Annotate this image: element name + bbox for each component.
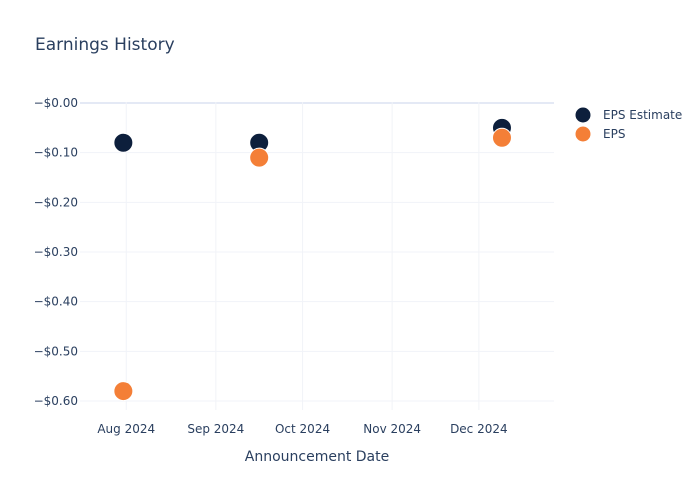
x-tick-label: Sep 2024 [187,422,244,436]
x-tick-label: Nov 2024 [363,422,421,436]
x-axis-ticks: Aug 2024 Sep 2024 Oct 2024 Nov 2024 Dec 2024 [97,422,507,436]
legend-item-eps-estimate[interactable]: EPS Estimate [574,106,682,124]
legend-label: EPS Estimate [603,108,682,122]
legend-marker [574,106,592,124]
y-tick-label: −$0.00 [34,96,78,110]
grid [80,102,554,410]
eps-point [249,147,270,168]
y-tick-label: −$0.30 [34,245,78,259]
chart-title: Earnings History [35,35,175,55]
data-points [113,117,512,402]
legend-label: EPS [603,127,625,141]
legend[interactable]: EPS Estimate EPS [574,106,682,143]
eps-estimate-point [113,132,134,153]
x-axis-title: Announcement Date [245,449,389,465]
y-tick-label: −$0.40 [34,295,78,309]
eps-point [491,127,512,148]
y-tick-label: −$0.60 [34,394,78,408]
y-tick-label: −$0.50 [34,344,78,358]
eps-point [113,381,134,402]
x-tick-label: Aug 2024 [97,422,155,436]
legend-item-eps[interactable]: EPS [574,125,625,143]
y-tick-label: −$0.20 [34,195,78,209]
y-tick-label: −$0.10 [34,146,78,160]
x-tick-label: Dec 2024 [450,422,508,436]
y-axis-ticks: −$0.00 −$0.10 −$0.20 −$0.30 −$0.40 −$0.50 −$0.… [34,96,78,408]
legend-marker [574,125,592,143]
x-tick-label: Oct 2024 [275,422,330,436]
